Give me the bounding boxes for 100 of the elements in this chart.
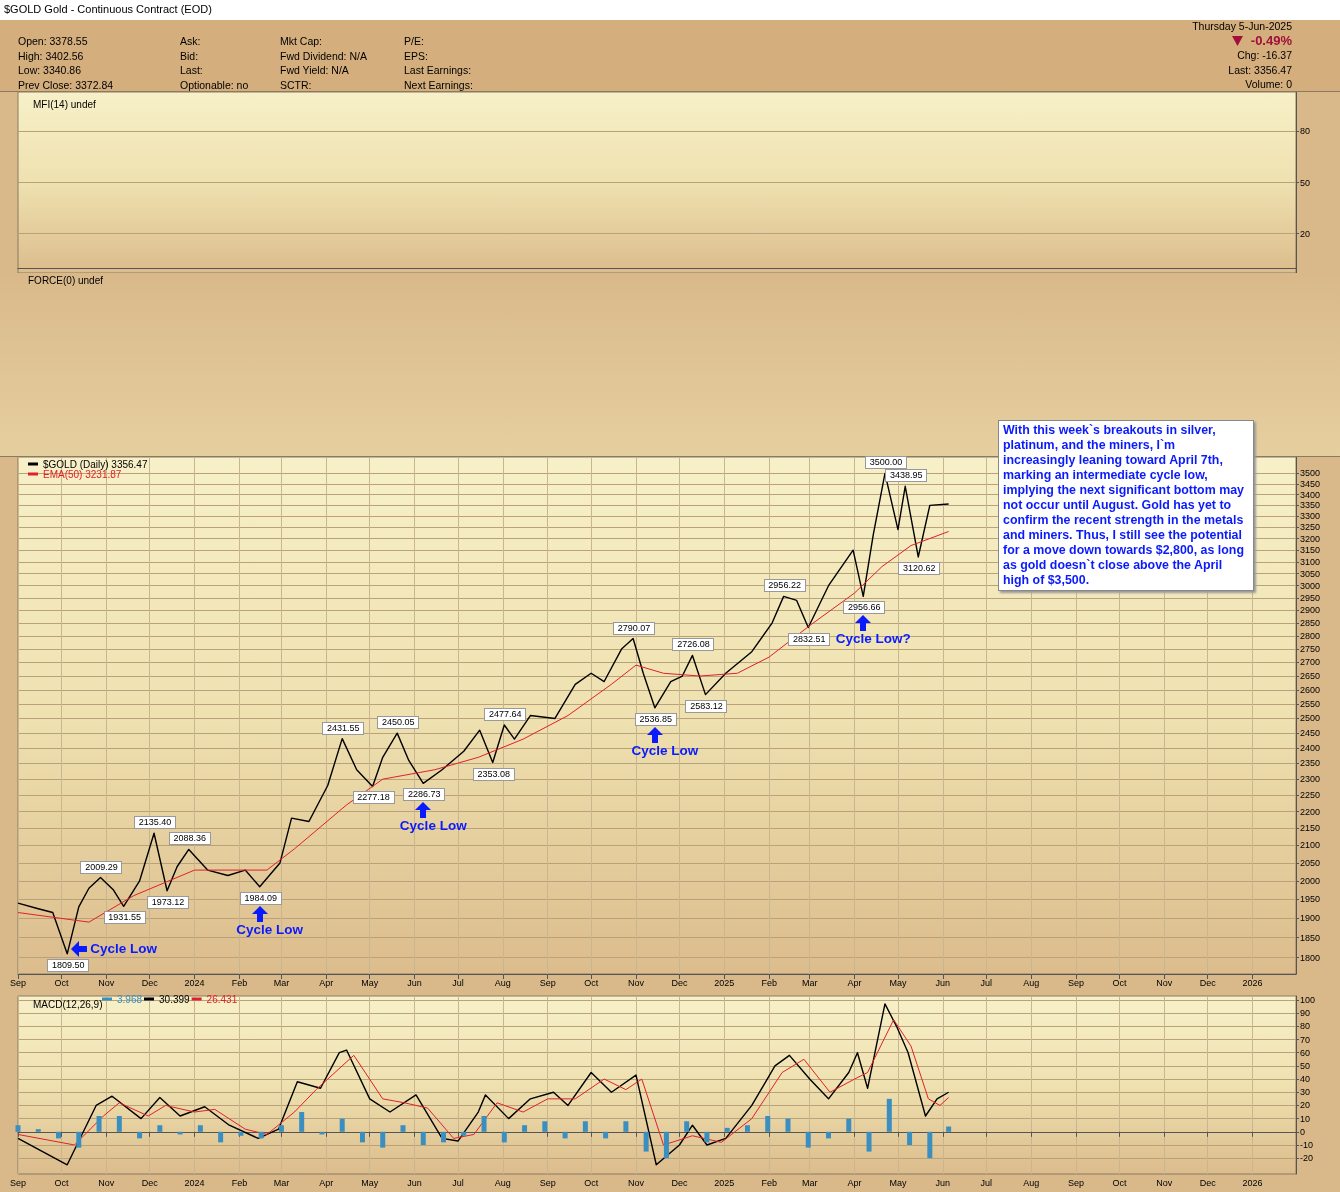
x-tick-label: Jun [407, 1177, 422, 1188]
annotation: Cycle Low [631, 742, 699, 758]
annotation: 2956.22 [763, 579, 806, 593]
x-tick-label: Apr [319, 1177, 334, 1188]
x-tick-label: 2025 [714, 1177, 735, 1188]
y-tick-label: 90 [1300, 1008, 1311, 1019]
annotation: 2088.36 [168, 832, 211, 846]
x-tick-label: Oct [584, 1177, 599, 1188]
text: Thursday 5-Jun-2025 [1192, 20, 1292, 32]
bar [704, 1131, 710, 1143]
x-tick-label: Jul [980, 1177, 993, 1188]
annotation: 1809.50 [47, 958, 90, 972]
legend-label: 30.399 [159, 993, 191, 1005]
bar [96, 1115, 102, 1132]
y-tick-label: -10 [1300, 1139, 1314, 1150]
y-tick-label: 2350 [1300, 758, 1321, 769]
legend-label: 26.431 [206, 993, 238, 1005]
x-tick-label: Oct [54, 1177, 69, 1188]
bar [339, 1118, 345, 1132]
x-tick-label: Mar [273, 1177, 290, 1188]
annotation: 2832.51 [788, 632, 831, 646]
bar [785, 1118, 791, 1132]
x-tick-label: Mar [801, 1177, 818, 1188]
chart-title: MACD(12,26,9) [33, 998, 103, 1010]
y-tick-label: 2450 [1300, 728, 1321, 739]
x-tick-label: Oct [584, 977, 599, 988]
annotation: 2726.08 [672, 638, 715, 652]
x-tick-label: Nov [98, 977, 115, 988]
y-tick-label: 80 [1300, 126, 1311, 137]
annotation: 3120.62 [898, 561, 941, 575]
x-tick-label: Dec [1199, 1177, 1217, 1188]
text: FORCE(0) undef [28, 275, 104, 286]
bar [359, 1131, 365, 1143]
y-tick-label: 100 [1300, 994, 1316, 1005]
annotation: 2277.18 [352, 791, 395, 805]
y-tick-label: 20 [1300, 228, 1311, 239]
bar [258, 1131, 264, 1139]
annotation: 2536.85 [634, 712, 677, 726]
y-tick-label: 2100 [1300, 840, 1321, 851]
x-tick-label: Aug [1023, 1177, 1040, 1188]
bar [826, 1131, 832, 1139]
y-tick-label: 2550 [1300, 699, 1321, 710]
annotation: 2450.05 [377, 716, 420, 730]
bar [238, 1131, 244, 1136]
y-tick-label: 3300 [1300, 511, 1321, 522]
y-tick-label: 1850 [1300, 932, 1321, 943]
y-tick-label: 2400 [1300, 743, 1321, 754]
x-tick-label: Sep [1068, 1177, 1085, 1188]
y-tick-label: 2000 [1300, 875, 1321, 886]
annotation: Cycle Low [236, 921, 304, 937]
y-tick-label: 2050 [1300, 857, 1321, 868]
bar [946, 1126, 952, 1132]
text: EPS: [404, 48, 429, 63]
y-tick-label: 2900 [1300, 605, 1321, 616]
annotation: 2790.07 [613, 621, 656, 635]
y-tick-label: 3400 [1300, 489, 1321, 500]
line-series [17, 530, 950, 923]
y-tick-label: 30 [1300, 1087, 1311, 1098]
text: Next Earnings: [404, 77, 473, 92]
annotation: Cycle Low [90, 941, 157, 957]
text: Mkt Cap: [280, 34, 323, 49]
legend-label: 3.968 [117, 993, 143, 1005]
y-tick-label: 50 [1300, 1060, 1311, 1071]
bar [56, 1131, 62, 1139]
text: Open: 3378.55 [18, 34, 89, 49]
x-tick-label: Sep [539, 977, 556, 988]
y-tick-label: 2800 [1300, 630, 1321, 641]
x-tick-label: Oct [54, 977, 69, 988]
y-tick-label: 0 [1300, 1126, 1306, 1137]
annotation: 1931.55 [103, 911, 146, 925]
bar [299, 1112, 305, 1132]
bar [137, 1131, 143, 1139]
line-series [17, 1019, 950, 1146]
y-tick-label: 3150 [1300, 545, 1321, 556]
x-tick-label: Dec [671, 977, 688, 988]
bar [522, 1125, 528, 1132]
text: Optionable: no [180, 77, 249, 92]
y-tick-label: 2150 [1300, 823, 1321, 834]
bar [278, 1125, 284, 1132]
y-tick-label: 2700 [1300, 657, 1321, 668]
text: MFI(14) undef [33, 98, 97, 110]
bar [481, 1115, 487, 1132]
annotation: 3500.00 [864, 456, 907, 470]
annotation: 1984.09 [239, 891, 282, 905]
x-tick-label: Sep [539, 1177, 556, 1188]
bar [400, 1125, 406, 1132]
bar [805, 1131, 811, 1148]
y-tick-label: 3100 [1300, 556, 1321, 567]
annotation: 2353.08 [472, 767, 515, 781]
text: P/E: [404, 34, 425, 49]
x-tick-label: Nov [98, 1177, 115, 1188]
bar [886, 1098, 892, 1132]
bar [724, 1127, 730, 1132]
x-tick-label: Mar [273, 977, 290, 988]
text: -0.49% [1250, 32, 1292, 48]
y-tick-label: 60 [1300, 1047, 1311, 1058]
annotation: 2286.73 [403, 788, 446, 802]
bar [542, 1121, 548, 1132]
annotation: 2956.66 [843, 601, 886, 615]
x-tick-label: May [361, 1177, 379, 1188]
